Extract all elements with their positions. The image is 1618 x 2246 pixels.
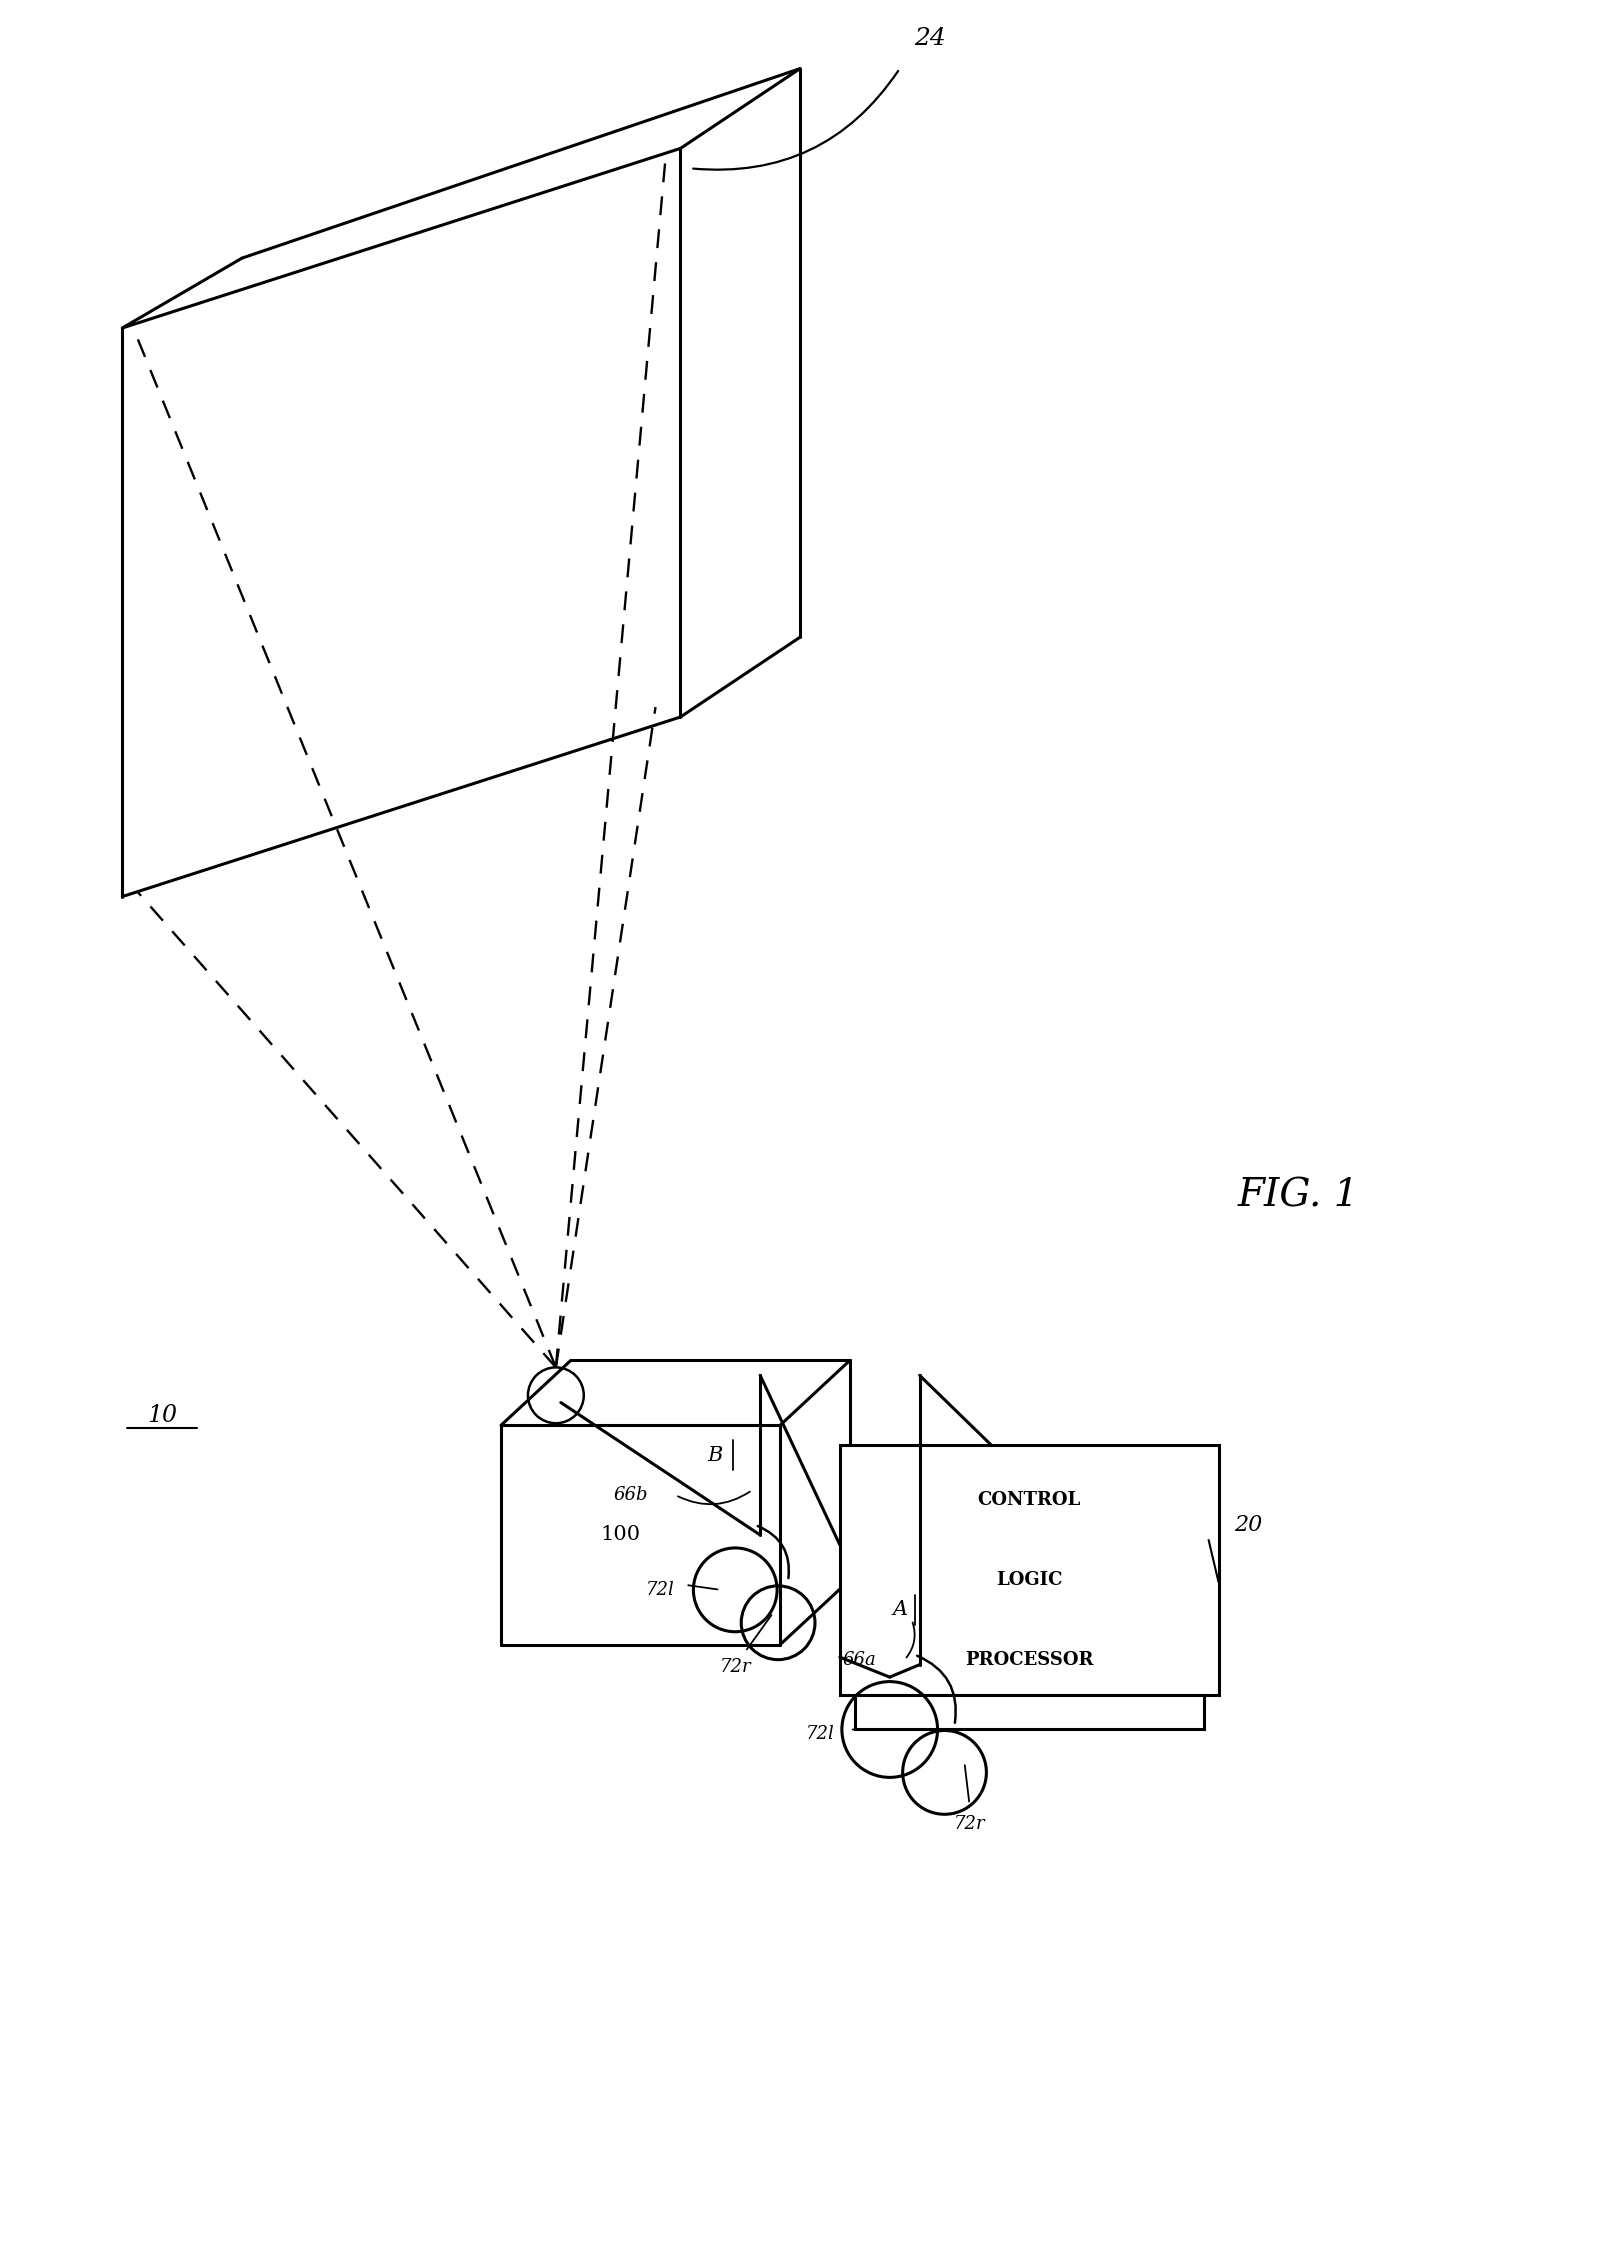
Bar: [840, 1444, 1218, 1693]
Text: 72l: 72l: [646, 1581, 675, 1599]
Text: 100: 100: [600, 1525, 641, 1545]
Text: CONTROL: CONTROL: [977, 1491, 1081, 1509]
Text: 24: 24: [914, 27, 945, 49]
Bar: [854, 1693, 1204, 1729]
Text: 20: 20: [1235, 1514, 1262, 1536]
Text: A: A: [892, 1601, 908, 1619]
Text: FIG. 1: FIG. 1: [1238, 1177, 1359, 1215]
Text: 66b: 66b: [613, 1487, 647, 1505]
Text: 72r: 72r: [720, 1658, 751, 1676]
Text: PROCESSOR: PROCESSOR: [964, 1651, 1094, 1669]
Text: LOGIC: LOGIC: [997, 1570, 1063, 1588]
Text: B: B: [707, 1446, 723, 1464]
Text: 10: 10: [147, 1404, 178, 1426]
Text: 66a: 66a: [843, 1651, 877, 1669]
Text: 72l: 72l: [806, 1725, 835, 1743]
Text: 72r: 72r: [953, 1815, 985, 1833]
